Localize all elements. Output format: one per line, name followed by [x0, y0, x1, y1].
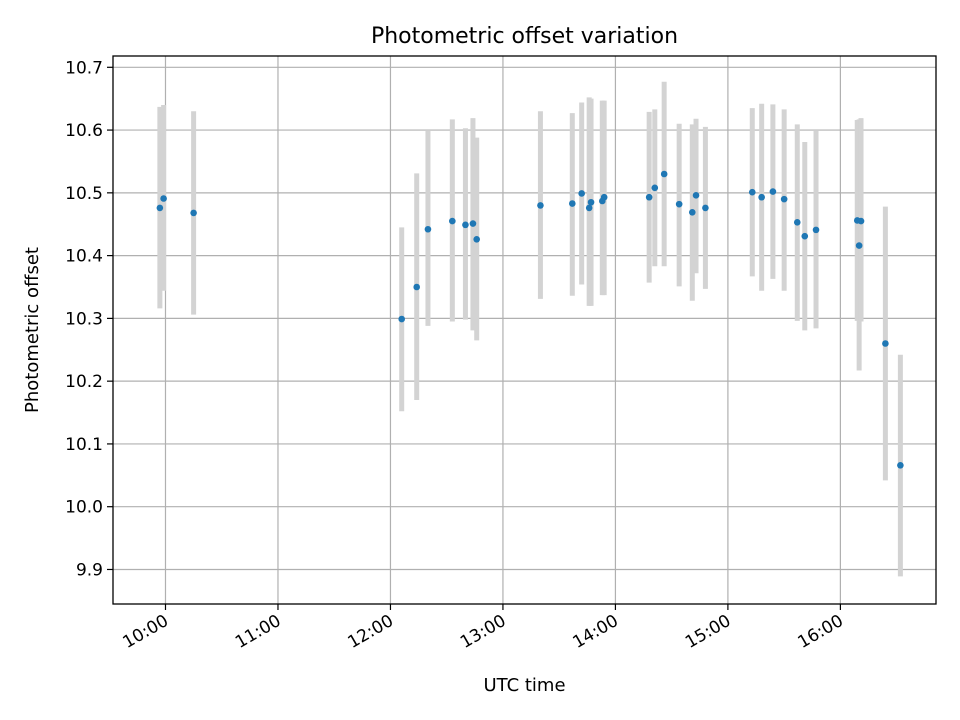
y-axis-label: Photometric offset [22, 247, 43, 413]
data-point [780, 195, 788, 203]
data-point [702, 204, 709, 212]
error-bars [157, 81, 903, 577]
data-point [473, 235, 480, 243]
data-point [769, 188, 777, 195]
x-tick-label: 12:00 [345, 611, 397, 653]
data-point [692, 192, 700, 199]
y-tick-label: 10.4 [65, 247, 103, 267]
data-point [645, 193, 653, 201]
data-point [758, 193, 765, 201]
data-point [462, 221, 469, 229]
x-axis-ticks: 10:00 11:00 12:00 13:00 14:00 15:00 16:00 [120, 604, 847, 653]
data-point [578, 190, 585, 197]
data-point [688, 209, 696, 216]
y-tick-label: 10.2 [65, 372, 103, 392]
data-point [156, 204, 164, 212]
x-tick-label: 13:00 [457, 611, 509, 653]
data-point [897, 461, 904, 469]
data-point [449, 217, 456, 225]
data-point [801, 232, 809, 240]
plot-frame [112, 55, 937, 605]
y-tick-label: 10.3 [65, 309, 103, 329]
y-axis-ticks: 9.9 10.0 10.1 10.2 10.3 10.4 10.5 10.6 10.7 [65, 58, 113, 580]
data-point [469, 220, 477, 227]
x-tick-label: 15:00 [682, 611, 734, 653]
x-tick-label: 14:00 [569, 611, 621, 653]
data-point [857, 217, 865, 225]
y-tick-label: 10.0 [65, 498, 103, 518]
data-point [660, 170, 668, 178]
data-point [812, 226, 820, 234]
x-tick-label: 10:00 [120, 611, 172, 653]
data-point [675, 200, 683, 208]
y-tick-label: 10.1 [65, 435, 103, 455]
data-point [600, 193, 608, 201]
grid [113, 56, 936, 604]
x-axis-label: UTC time [483, 675, 565, 696]
data-point [190, 209, 197, 217]
data-point [537, 202, 544, 209]
data-point [424, 225, 432, 233]
data-point [398, 315, 406, 323]
data-point [160, 195, 167, 202]
y-tick-label: 10.6 [65, 121, 103, 141]
data-point [855, 242, 863, 249]
data-point [651, 184, 659, 192]
x-tick-label: 11:00 [232, 611, 284, 653]
data-point [748, 188, 756, 196]
y-tick-label: 10.5 [65, 184, 103, 204]
y-tick-label: 9.9 [76, 560, 103, 580]
chart-title: Photometric offset variation [371, 24, 678, 49]
data-point [413, 283, 421, 291]
data-points [156, 170, 904, 469]
data-point [585, 204, 593, 212]
data-point [569, 200, 576, 207]
y-tick-label: 10.7 [65, 58, 103, 78]
data-point [793, 219, 801, 226]
data-point [882, 340, 889, 347]
data-point [587, 198, 595, 206]
x-tick-label: 16:00 [794, 611, 846, 653]
